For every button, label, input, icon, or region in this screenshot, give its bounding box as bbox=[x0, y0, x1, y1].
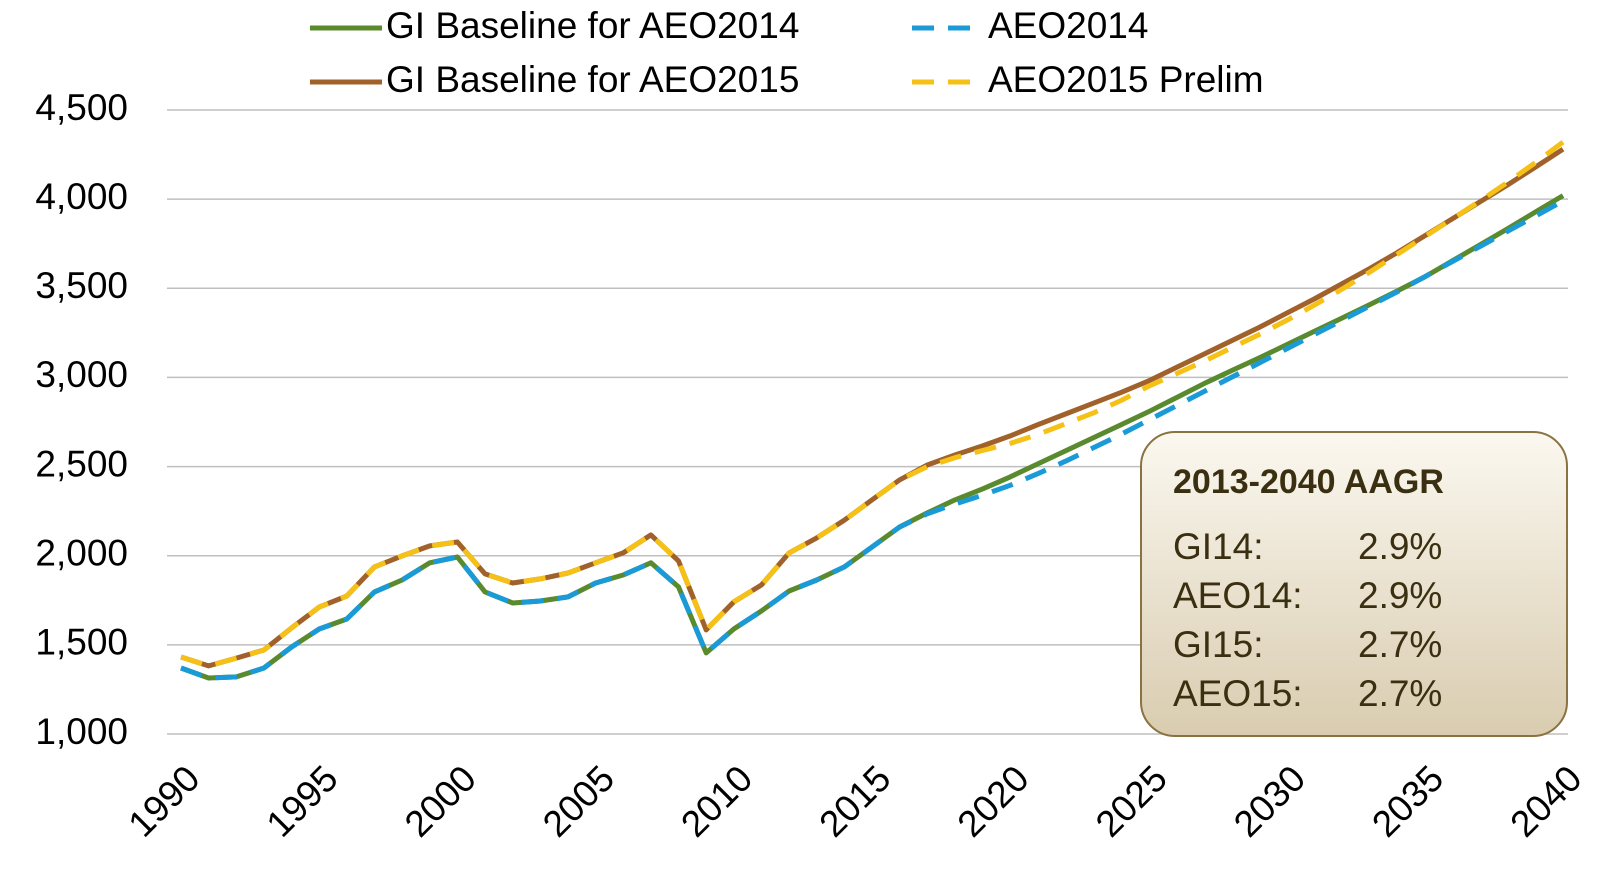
x-tick-label: 1995 bbox=[259, 758, 346, 845]
annotation-key: AEO15: bbox=[1173, 673, 1303, 714]
y-tick-label: 4,000 bbox=[35, 176, 128, 217]
lines bbox=[180, 140, 1565, 681]
x-tick-label: 2040 bbox=[1502, 758, 1589, 845]
y-tick-label: 1,000 bbox=[35, 711, 128, 752]
x-tick-label: 2025 bbox=[1088, 758, 1175, 845]
legend-label: GI Baseline for AEO2014 bbox=[386, 5, 799, 46]
x-tick-label: 2030 bbox=[1226, 758, 1313, 845]
annotation-value: 2.9% bbox=[1358, 526, 1442, 567]
legend-label: AEO2015 Prelim bbox=[988, 59, 1264, 100]
x-tick-label: 2000 bbox=[397, 758, 484, 845]
annotation-value: 2.7% bbox=[1358, 624, 1442, 665]
annotation-frame bbox=[1140, 431, 1568, 737]
y-tick-label: 2,000 bbox=[35, 532, 128, 573]
x-tick-label: 2005 bbox=[535, 758, 622, 845]
y-tick-label: 4,500 bbox=[35, 87, 128, 128]
series-line bbox=[180, 140, 1565, 669]
y-tick-label: 1,500 bbox=[35, 622, 128, 663]
annotation-key: AEO14: bbox=[1173, 575, 1303, 616]
y-tick-label: 3,000 bbox=[35, 354, 128, 395]
annotation-value: 2.9% bbox=[1358, 575, 1442, 616]
legend-label: GI Baseline for AEO2015 bbox=[386, 59, 799, 100]
annotation-value: 2.7% bbox=[1358, 673, 1442, 714]
series-line bbox=[180, 198, 1565, 681]
y-tick-label: 2,500 bbox=[35, 443, 128, 484]
annotation-key: GI15: bbox=[1173, 624, 1264, 665]
x-tick-label: 2020 bbox=[950, 758, 1037, 845]
annotation-key: GI14: bbox=[1173, 526, 1264, 567]
x-tick-label: 2035 bbox=[1364, 758, 1451, 845]
x-tick-label: 2010 bbox=[673, 758, 760, 845]
legend-label: AEO2014 bbox=[988, 5, 1148, 46]
y-tick-label: 3,500 bbox=[35, 265, 128, 306]
annotation-title: 2013-2040 AAGR bbox=[1173, 463, 1444, 501]
annotation-box: 2013-2040 AAGR GI14: 2.9% AEO14: 2.9% GI15: 2.… bbox=[1140, 431, 1568, 737]
x-tick-label: 1990 bbox=[120, 758, 207, 845]
x-tick-label: 2015 bbox=[811, 758, 898, 845]
